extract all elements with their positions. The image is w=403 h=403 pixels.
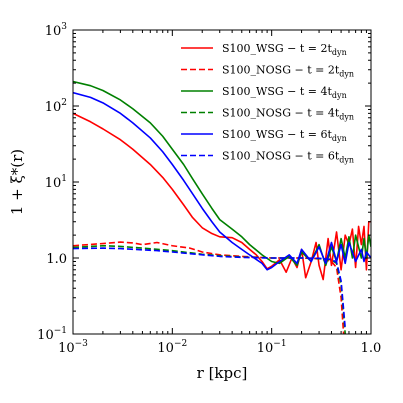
series-line-4 [73,244,347,334]
legend-label: S100_WSG − t = 6tdyn [222,128,347,143]
legend-entry: S100_WSG − t = 6tdyn [181,128,347,143]
series-line-5 [73,91,371,271]
series-layer [73,80,371,334]
y-tick-label: 103 [45,22,68,39]
series-line-3 [73,80,371,267]
legend-label: S100_WSG − t = 4tdyn [222,85,347,100]
series-line-2 [73,241,345,334]
x-tick-label: 10−1 [257,339,287,356]
x-tick-label: 10−2 [157,339,187,356]
legend-entry: S100_NOSG − t = 6tdyn [181,150,354,165]
legend-entry: S100_NOSG − t = 2tdyn [181,64,354,79]
legend-entry: S100_WSG − t = 2tdyn [181,42,347,57]
legend-entry: S100_WSG − t = 4tdyn [181,85,347,100]
y-tick-label: 101 [45,174,67,191]
legend: S100_WSG − t = 2tdyn S100_NOSG − t = 2tdy… [181,42,354,165]
x-axis-title: r [kpc] [197,364,248,382]
series-line-6 [73,247,347,329]
legend-label: S100_WSG − t = 2tdyn [222,42,347,57]
y-tick-label: 102 [45,98,67,115]
ticks-layer: 10−3 10−2 10−1 1.0 10−1 1.0 101 102 103 [37,22,381,356]
legend-entry: S100_NOSG − t = 4tdyn [181,107,354,122]
y-tick-label: 1.0 [46,252,67,267]
legend-label: S100_NOSG − t = 6tdyn [222,150,354,165]
series-line-1 [73,112,371,281]
legend-label: S100_NOSG − t = 2tdyn [222,64,354,79]
y-tick-label: 10−1 [37,326,67,343]
x-tick-label: 1.0 [361,341,382,356]
y-axis-title: 1 + ξ*(r) [8,149,26,215]
legend-label: S100_NOSG − t = 4tdyn [222,107,354,122]
x-tick-label: 10−3 [58,339,88,356]
